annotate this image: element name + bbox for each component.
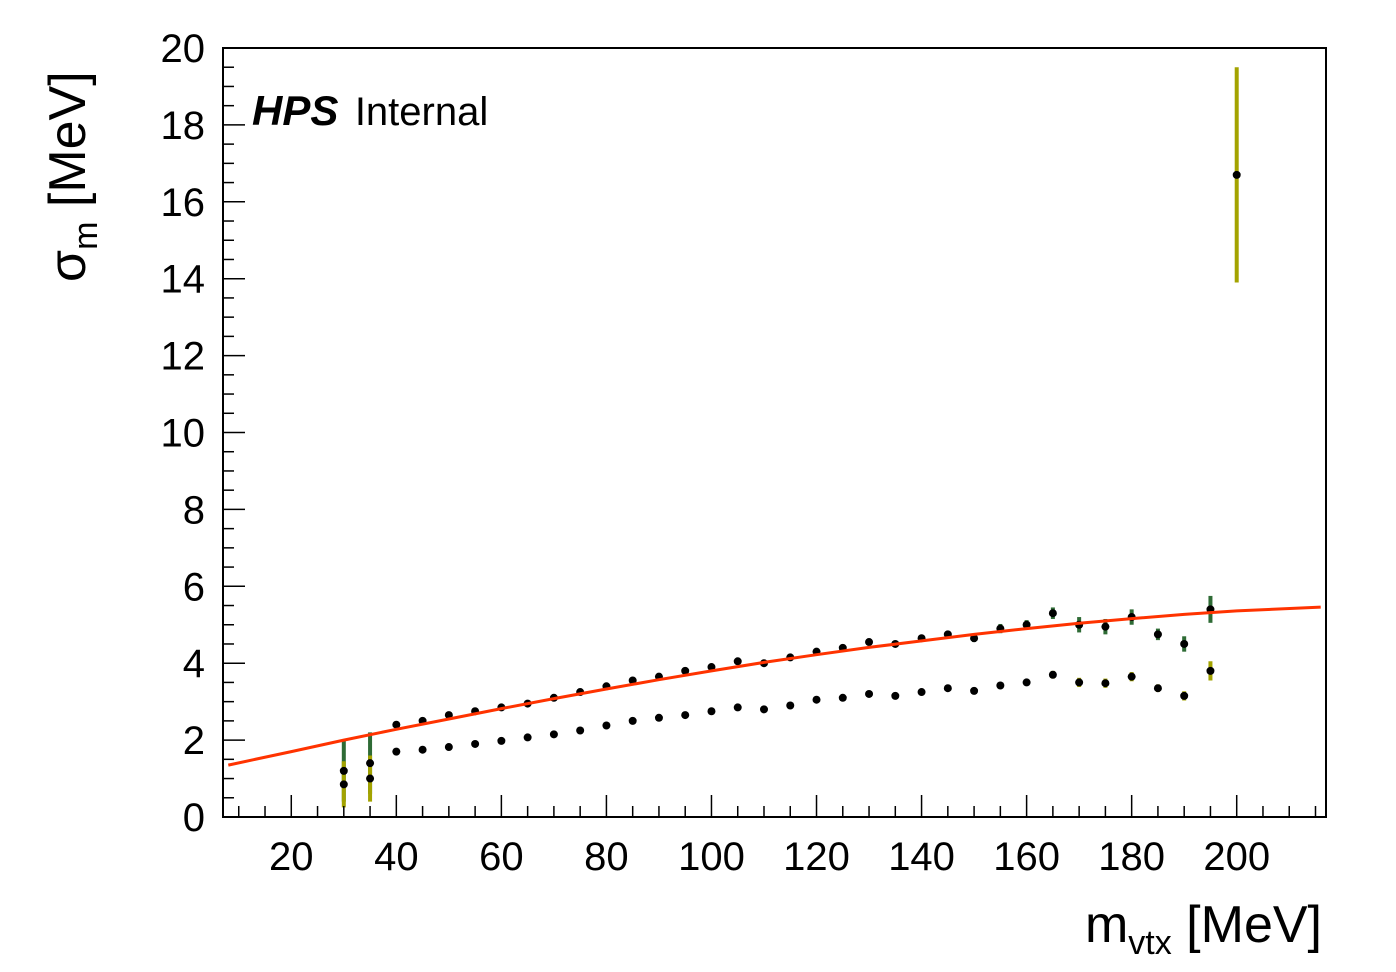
data-point: [681, 666, 690, 675]
data-point: [1101, 622, 1110, 631]
x-axis-title-unit: [MeV]: [1172, 896, 1322, 954]
annotation-bold: HPS: [252, 87, 338, 134]
data-point: [1022, 678, 1031, 687]
x-tick-label: 180: [1098, 835, 1165, 879]
data-point: [786, 701, 795, 710]
data-point: [1022, 620, 1031, 629]
data-point: [444, 743, 453, 752]
y-tick-label: 18: [161, 104, 206, 148]
data-point: [865, 638, 874, 647]
y-tick-label: 12: [161, 335, 206, 379]
y-axis-title-unit: [MeV]: [39, 71, 97, 221]
y-axis-title-main: σ: [39, 250, 97, 282]
x-tick-label: 80: [584, 835, 629, 879]
y-tick-label: 4: [183, 642, 205, 686]
axis-tick-labels: 20 40 60 80 100 120 140 160 180 200 0 2 4 6 8 10 12 14 16 1…: [161, 27, 1271, 879]
x-tick-label: 160: [993, 835, 1060, 879]
data-point: [602, 721, 611, 730]
data-point: [812, 695, 821, 704]
data-point: [1101, 679, 1110, 688]
x-tick-label: 100: [678, 835, 745, 879]
data-point: [1075, 678, 1084, 687]
data-point: [392, 747, 401, 756]
x-tick-label: 140: [888, 835, 955, 879]
x-axis-title-main: m: [1085, 896, 1128, 954]
data-point: [707, 707, 716, 716]
data-point: [733, 703, 742, 712]
data-point: [943, 684, 952, 693]
y-axis-title: σm [MeV]: [39, 71, 105, 282]
data-point: [497, 736, 506, 745]
axis-ticks: [223, 47, 1317, 818]
data-point: [1153, 630, 1162, 639]
data-point: [366, 759, 375, 768]
data-point: [996, 681, 1005, 690]
data-point: [418, 745, 427, 754]
x-axis-title: mvtx [MeV]: [1085, 896, 1322, 962]
fit-curve: [227, 605, 1321, 767]
data-point: [707, 663, 716, 672]
data-point: [1180, 691, 1189, 700]
y-axis-title-sub: m: [67, 222, 105, 250]
data-point: [891, 691, 900, 700]
y-tick-label: 6: [183, 565, 205, 609]
data-point: [1048, 609, 1057, 618]
data-point: [759, 705, 768, 714]
annotation: HPS Internal: [252, 87, 488, 134]
data-point: [628, 716, 637, 725]
data-point: [838, 693, 847, 702]
data-point: [970, 634, 979, 643]
data-point: [576, 726, 585, 735]
data-point: [1127, 672, 1136, 681]
data-point: [339, 780, 348, 789]
data-point: [970, 686, 979, 695]
data-point: [681, 711, 690, 720]
y-tick-label: 14: [161, 258, 206, 302]
y-tick-label: 10: [161, 412, 206, 456]
data-point: [549, 730, 558, 739]
y-tick-label: 2: [183, 719, 205, 763]
y-tick-label: 20: [161, 27, 206, 71]
data-point: [733, 657, 742, 666]
data-point: [1180, 639, 1189, 648]
data-point: [1206, 666, 1215, 675]
x-tick-label: 40: [374, 835, 419, 879]
y-tick-label: 0: [183, 796, 205, 840]
data-point: [917, 688, 926, 697]
x-tick-label: 60: [479, 835, 524, 879]
data-point: [865, 689, 874, 698]
data-point: [523, 733, 532, 742]
annotation-plain: Internal: [355, 90, 488, 134]
data-point: [1232, 170, 1241, 179]
x-axis-title-sub: vtx: [1128, 924, 1171, 962]
data-point: [392, 720, 401, 729]
data-point: [654, 713, 663, 722]
data-point: [366, 774, 375, 783]
data-point: [1048, 670, 1057, 679]
data-point: [471, 739, 480, 748]
data-point: [1153, 684, 1162, 693]
x-tick-label: 200: [1203, 835, 1270, 879]
y-tick-label: 8: [183, 488, 205, 532]
x-tick-label: 20: [269, 835, 314, 879]
x-tick-label: 120: [783, 835, 850, 879]
y-tick-label: 16: [161, 181, 206, 225]
plot-marks: [227, 67, 1321, 808]
data-point: [339, 766, 348, 775]
